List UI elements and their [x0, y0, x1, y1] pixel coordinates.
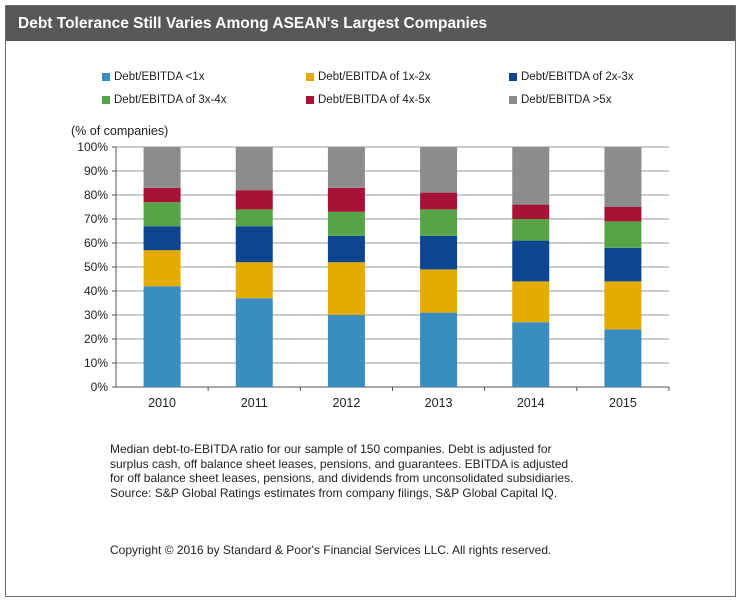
bar-segment	[604, 147, 642, 207]
note-line-4: Source: S&P Global Ratings estimates fro…	[110, 485, 558, 500]
y-tick-label: 90%	[84, 164, 108, 178]
y-tick-label: 0%	[91, 380, 109, 394]
bar-segment	[420, 147, 458, 193]
bar-segment	[604, 329, 642, 387]
bar-segment	[512, 240, 550, 282]
note-line-2: surplus cash, off balance sheet leases, …	[110, 456, 569, 471]
note-line-1: Median debt-to-EBITDA ratio for our samp…	[110, 442, 552, 456]
bar-segment	[512, 219, 550, 241]
bar-segment	[420, 209, 458, 236]
note-line-3: for off balance sheet leases, pensions, …	[110, 471, 574, 485]
copyright-text: Copyright © 2016 by Standard & Poor's Fi…	[110, 543, 552, 557]
bar-segment	[327, 315, 365, 387]
y-tick-label: 80%	[84, 188, 108, 202]
bar-segment	[143, 226, 181, 251]
bar-segment	[327, 235, 365, 263]
bar-segment	[420, 192, 458, 210]
bar-segment	[420, 235, 458, 270]
bar-segment	[143, 286, 181, 387]
bar-segment	[512, 322, 550, 387]
x-tick-label: 2014	[517, 396, 545, 410]
bar-segment	[143, 202, 181, 227]
bar-segment	[143, 147, 181, 188]
chart-title: Debt Tolerance Still Varies Among ASEAN'…	[6, 6, 735, 41]
bar-segment	[235, 226, 273, 263]
bar-segment	[235, 147, 273, 191]
bar-segment	[143, 187, 181, 203]
y-tick-label: 60%	[84, 236, 108, 250]
y-tick-label: 20%	[84, 332, 108, 346]
bar-segment	[604, 221, 642, 248]
x-tick-label: 2013	[425, 396, 453, 410]
bar-segment	[604, 247, 642, 282]
bar-segment	[235, 190, 273, 210]
bar-segment	[604, 281, 642, 330]
y-tick-label: 70%	[84, 212, 108, 226]
y-tick-label: 50%	[84, 260, 108, 274]
y-tick-label: 30%	[84, 308, 108, 322]
bar-segment	[420, 269, 458, 313]
bar-segment	[327, 211, 365, 236]
bar-segment	[512, 204, 550, 219]
bar-segment	[327, 187, 365, 212]
y-axis-label: (% of companies)	[71, 124, 169, 138]
bar-segment	[512, 147, 550, 205]
chart-notes: Median debt-to-EBITDA ratio for our samp…	[110, 442, 670, 500]
bar-segment	[143, 250, 181, 287]
bar-segment	[327, 262, 365, 315]
bar-segment	[235, 262, 273, 299]
y-tick-label: 100%	[77, 140, 108, 154]
bar-segment	[420, 312, 458, 387]
bar-segment	[604, 207, 642, 222]
x-tick-label: 2010	[148, 396, 176, 410]
x-tick-label: 2011	[241, 396, 268, 410]
x-tick-label: 2012	[333, 396, 361, 410]
y-tick-label: 40%	[84, 284, 108, 298]
bar-segment	[235, 298, 273, 387]
bar-segment	[512, 281, 550, 323]
bar-segment	[235, 209, 273, 227]
x-tick-label: 2015	[609, 396, 637, 410]
y-tick-label: 10%	[84, 356, 108, 370]
bar-segment	[327, 147, 365, 188]
